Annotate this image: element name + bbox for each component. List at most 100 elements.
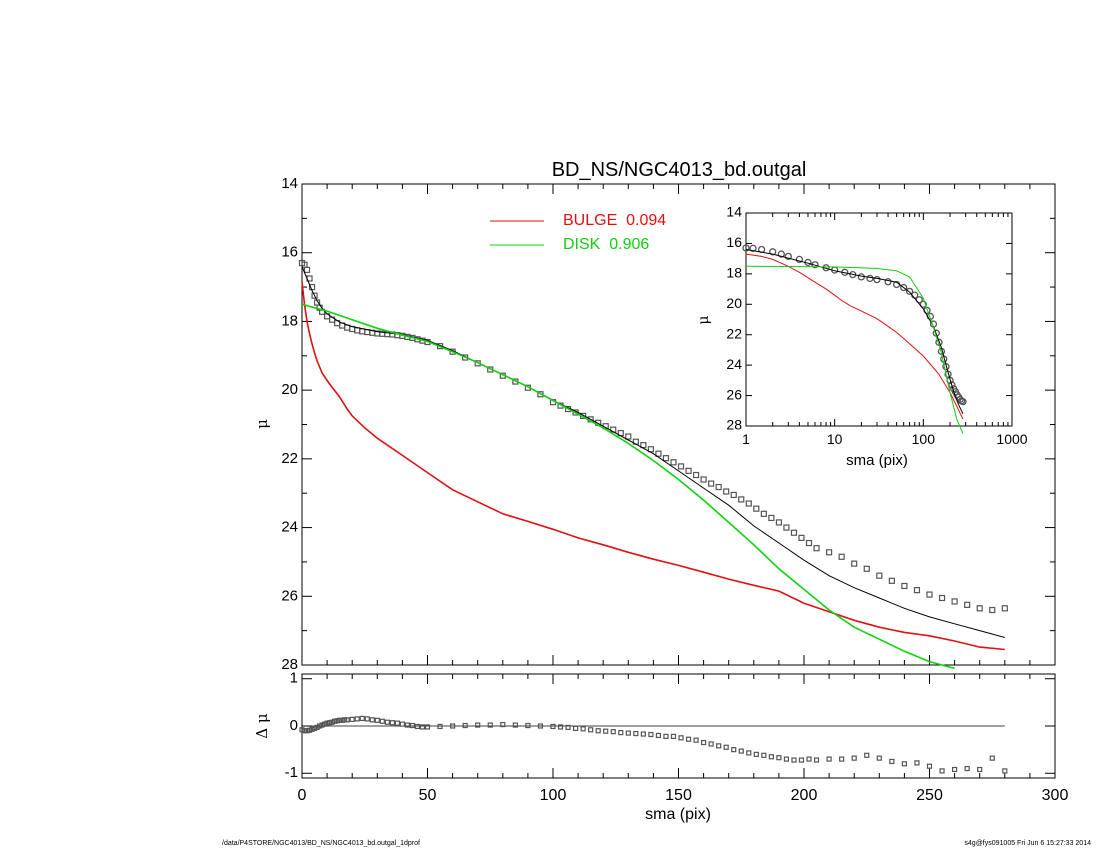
inset-data-point bbox=[900, 283, 908, 292]
residual-point bbox=[354, 716, 360, 722]
data-point bbox=[730, 491, 737, 499]
inset-y-tick-label: 22 bbox=[726, 325, 742, 341]
residual-point bbox=[851, 755, 857, 761]
data-point bbox=[670, 459, 677, 466]
residual-point bbox=[394, 720, 400, 726]
residual-point bbox=[462, 722, 468, 729]
residual-point bbox=[404, 722, 411, 728]
model-series-line bbox=[301, 266, 1005, 638]
residual-point bbox=[625, 730, 631, 736]
x-tick-label: 0 bbox=[298, 787, 307, 804]
data-point bbox=[851, 560, 858, 567]
residual-point bbox=[783, 756, 790, 762]
residual-point bbox=[344, 717, 350, 723]
data-point bbox=[783, 524, 790, 531]
residual-point bbox=[708, 741, 714, 747]
x-tick-label: 200 bbox=[791, 787, 818, 804]
inset-data-point bbox=[866, 274, 874, 283]
residual-panel: 10-1 0 50 100 150 200 250 300 Δ μ sma (pix) bbox=[253, 670, 1068, 823]
inset-data-point bbox=[784, 252, 792, 261]
data-point bbox=[662, 455, 670, 462]
residual-y-ticks: 1 0 -1 bbox=[285, 670, 1055, 781]
main-series bbox=[298, 259, 1008, 670]
residual-point bbox=[610, 729, 616, 735]
inset-y-tick-label: 16 bbox=[726, 234, 742, 250]
residual-y-tick-label: 1 bbox=[290, 670, 298, 687]
residual-point bbox=[678, 735, 684, 741]
inset-y-tick-label: 28 bbox=[726, 417, 742, 433]
inset-y-axis-label: μ bbox=[696, 315, 712, 324]
residual-point bbox=[826, 756, 832, 762]
residual-point bbox=[384, 719, 390, 725]
main-y-tick-label: 28 bbox=[281, 656, 298, 673]
residual-point bbox=[939, 768, 945, 774]
inset-frame bbox=[745, 212, 1013, 427]
main-x-ticks bbox=[301, 184, 1056, 665]
data-point bbox=[1001, 605, 1008, 612]
data-point bbox=[700, 476, 707, 483]
data-point bbox=[938, 594, 946, 602]
residual-point bbox=[525, 722, 531, 729]
inset-data-point bbox=[769, 248, 777, 256]
inset-x-ticks: 1 10 100 1000 bbox=[742, 213, 1028, 447]
residual-point bbox=[349, 716, 355, 722]
data-point bbox=[876, 572, 883, 579]
inset-y-tick-label: 14 bbox=[726, 204, 742, 220]
data-point bbox=[738, 496, 745, 503]
x-tick-label: 100 bbox=[540, 787, 567, 804]
data-point bbox=[677, 463, 685, 470]
main-panel: BD_NS/NGC4013_bd.outgal 14 16 18 20 22 24 26 28… bbox=[253, 159, 1056, 673]
inset-data-point bbox=[905, 287, 914, 296]
residual-point bbox=[964, 765, 970, 772]
residual-point bbox=[557, 724, 564, 730]
bulge-series-line bbox=[301, 281, 1005, 651]
data-point bbox=[813, 545, 820, 552]
data-point bbox=[692, 471, 700, 479]
inset-data-point bbox=[884, 278, 892, 286]
residual-y-axis-label: Δ μ bbox=[253, 713, 271, 739]
inset-x-axis-label: sma (pix) bbox=[846, 452, 908, 469]
data-point bbox=[685, 467, 692, 474]
residual-point bbox=[550, 723, 556, 730]
main-y-tick-label: 20 bbox=[281, 381, 298, 398]
residual-point bbox=[685, 736, 692, 742]
data-point bbox=[989, 606, 996, 614]
residual-point bbox=[723, 744, 729, 750]
residual-point bbox=[374, 717, 380, 723]
residual-point bbox=[648, 731, 654, 738]
residual-point bbox=[761, 752, 767, 758]
data-point bbox=[913, 587, 921, 594]
main-y-tick-label: 26 bbox=[281, 587, 298, 604]
x-tick-label: 300 bbox=[1042, 787, 1069, 804]
main-y-tick-label: 24 bbox=[281, 519, 298, 536]
chart-title: BD_NS/NGC4013_bd.outgal bbox=[552, 159, 807, 181]
data-point bbox=[976, 605, 983, 612]
data-point bbox=[863, 565, 870, 572]
inset-data-point bbox=[959, 398, 967, 406]
inset-panel: 14 16 18 20 22 24 26 28 1 10 100 1000 μ sma (pix) bbox=[696, 204, 1028, 469]
residual-point bbox=[487, 722, 493, 728]
residual-y-tick-label: -1 bbox=[285, 764, 298, 781]
residual-point bbox=[633, 730, 639, 737]
residual-point bbox=[693, 737, 699, 743]
residual-point bbox=[813, 757, 820, 763]
residual-point bbox=[1002, 768, 1008, 774]
disk-series-line bbox=[301, 303, 955, 670]
residual-point bbox=[716, 743, 722, 749]
residual-y-tick-label: 0 bbox=[290, 717, 298, 734]
residual-point bbox=[414, 723, 421, 730]
residual-point bbox=[603, 728, 609, 734]
data-point bbox=[805, 539, 813, 547]
inset-y-tick-label: 18 bbox=[726, 265, 742, 281]
residual-point bbox=[731, 747, 737, 753]
residual-point bbox=[500, 721, 506, 728]
x-tick-label: 250 bbox=[916, 787, 943, 804]
main-y-tick-label: 22 bbox=[281, 450, 298, 467]
residual-point bbox=[889, 758, 895, 765]
residual-point bbox=[450, 723, 456, 729]
residual-point bbox=[977, 766, 983, 773]
inset-y-tick-label: 26 bbox=[726, 386, 742, 402]
data-point bbox=[715, 483, 722, 491]
residual-point bbox=[791, 757, 797, 763]
